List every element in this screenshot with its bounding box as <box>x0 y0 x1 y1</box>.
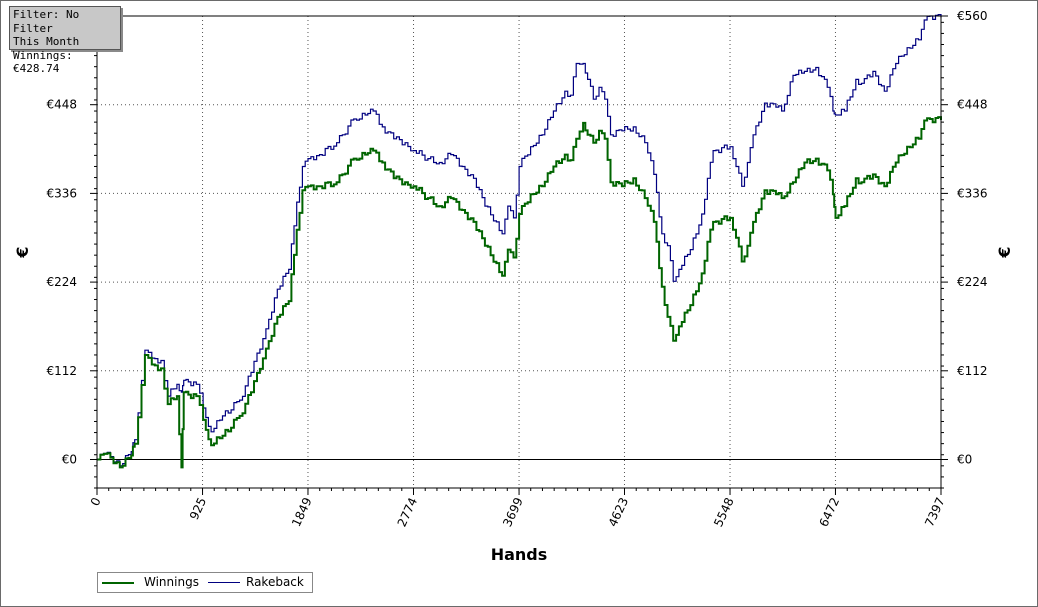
y-tick-label-left: €112 <box>46 364 77 378</box>
x-tick-label: 0 <box>88 495 104 508</box>
y-tick-label-right: €336 <box>957 186 988 200</box>
legend-item-winnings: Winnings <box>102 573 202 592</box>
x-tick-label: 6472 <box>817 495 843 529</box>
y-tick-label-left: €0 <box>62 452 77 466</box>
winnings-series-line <box>97 116 942 469</box>
x-tick-label: 5548 <box>711 495 737 529</box>
y-tick-label-right: €0 <box>957 452 972 466</box>
x-tick-label: 3699 <box>500 495 526 529</box>
chart-legend: Winnings Rakeback <box>97 572 313 593</box>
legend-swatch-rakeback <box>208 582 240 583</box>
x-tick-label: 4623 <box>606 495 632 529</box>
y-axis-title-left: € <box>13 246 32 258</box>
x-tick-label: 925 <box>187 495 209 522</box>
x-tick-label: 2774 <box>395 495 421 529</box>
y-tick-label-left: €448 <box>46 98 77 112</box>
grid <box>97 16 941 488</box>
tick-labels: €0 €0 €112 €112 €224 €224 €336 €336 €448 €448 €560… <box>46 9 987 529</box>
period-text: This Month <box>13 35 80 48</box>
rakeback-series-line <box>97 14 942 467</box>
x-tick-label: 1849 <box>289 495 315 529</box>
legend-label-winnings: Winnings <box>144 575 199 589</box>
series-layer <box>97 14 942 469</box>
y-tick-label-right: €448 <box>957 98 988 112</box>
x-tick-label: 7397 <box>922 495 948 529</box>
legend-label-rakeback: Rakeback <box>246 575 304 589</box>
y-tick-label-left: €224 <box>46 275 77 289</box>
legend-item-rakeback: Rakeback <box>208 573 308 592</box>
filter-text: Filter: No Filter <box>13 8 80 35</box>
filter-info-box: Filter: No Filter This Month Winnings: €… <box>9 6 121 75</box>
y-tick-label-left: €336 <box>46 186 77 200</box>
axes <box>90 15 948 495</box>
y-tick-label-right: €224 <box>957 275 988 289</box>
x-axis-title: Hands <box>491 545 548 564</box>
legend-swatch-winnings <box>102 582 134 584</box>
winnings-total-text: Winnings: €428.74 <box>13 48 73 76</box>
y-axis-title-right: € <box>995 246 1014 258</box>
y-tick-label-right: €112 <box>957 364 988 378</box>
y-tick-label-right: €560 <box>957 9 988 23</box>
